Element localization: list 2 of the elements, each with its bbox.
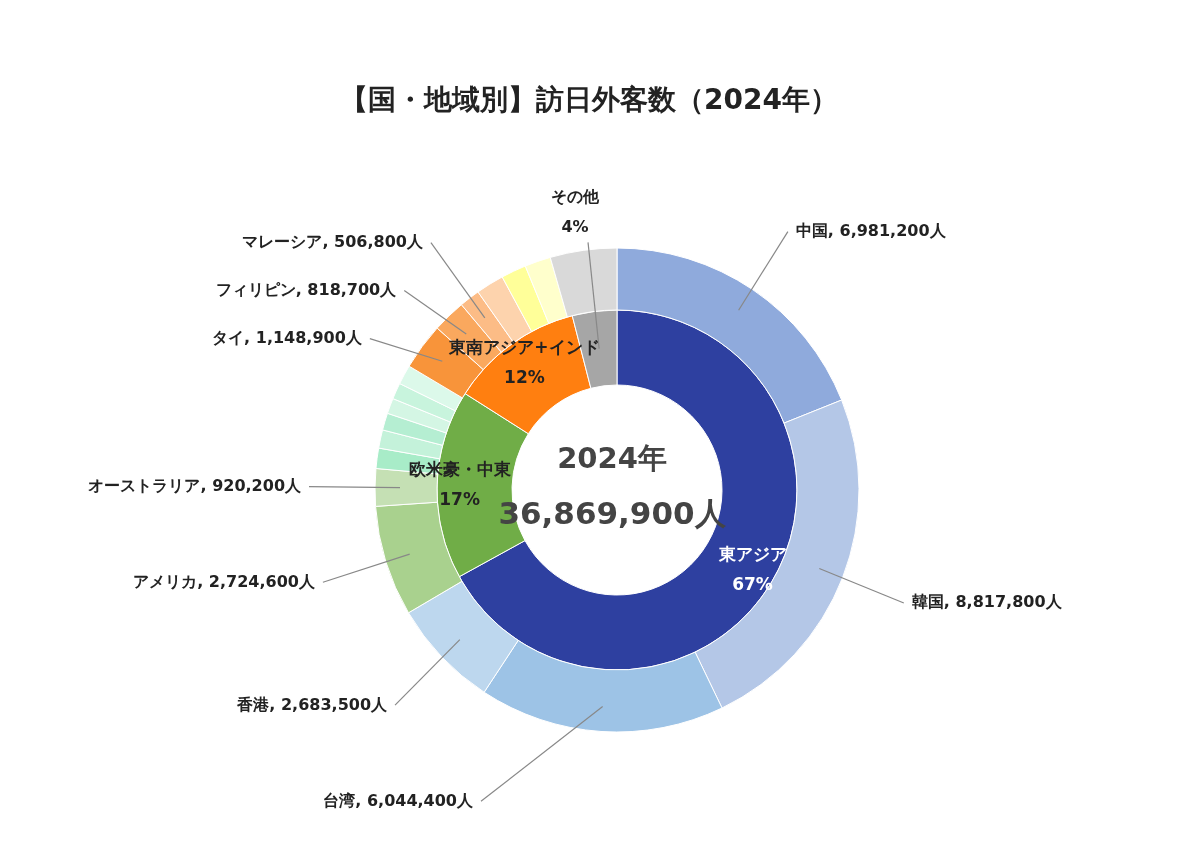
title: 【国・地域別】訪日外客数（2024年） xyxy=(340,83,838,116)
annotation: 2024年 xyxy=(557,441,667,475)
